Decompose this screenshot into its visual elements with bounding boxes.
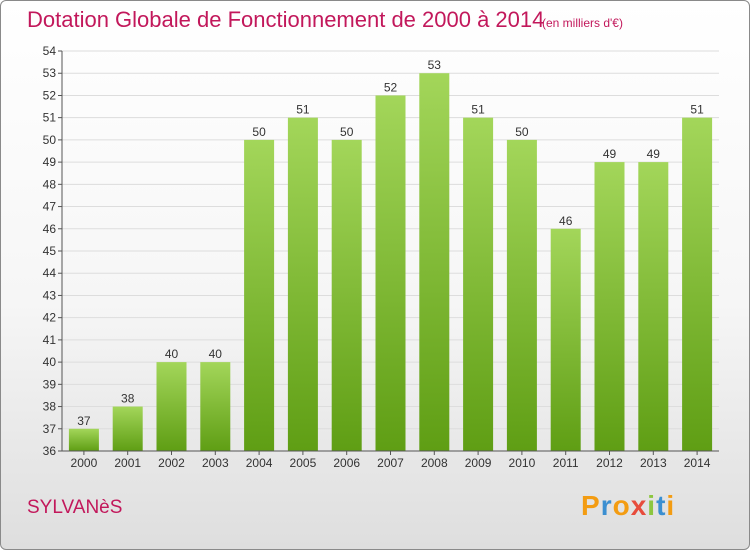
x-tick-label: 2000: [71, 456, 98, 470]
y-tick-label: 48: [43, 177, 57, 191]
bar-2002: [156, 362, 187, 451]
logo-letter: t: [656, 490, 667, 521]
value-label: 50: [515, 125, 529, 139]
value-label: 51: [296, 103, 310, 117]
y-tick-label: 38: [43, 400, 57, 414]
logo-letter: r: [600, 490, 613, 521]
y-tick-label: 37: [43, 422, 57, 436]
x-tick-label: 2005: [290, 456, 317, 470]
bar-2012: [594, 162, 625, 451]
value-label: 52: [384, 80, 398, 94]
value-label: 49: [647, 147, 661, 161]
y-tick-label: 46: [43, 222, 57, 236]
logo-letter: o: [612, 490, 631, 521]
y-tick-label: 39: [43, 377, 57, 391]
logo-letter: i: [647, 490, 657, 521]
bar-2008: [419, 73, 450, 451]
bar-2005: [287, 117, 318, 452]
bar-2010: [506, 139, 537, 451]
x-tick-label: 2010: [509, 456, 536, 470]
y-tick-label: 50: [43, 133, 57, 147]
y-tick-label: 40: [43, 355, 57, 369]
x-tick-label: 2008: [421, 456, 448, 470]
x-tick-label: 2014: [684, 456, 711, 470]
logo-letter: i: [666, 490, 676, 521]
y-tick-label: 43: [43, 288, 57, 302]
value-label: 50: [340, 125, 354, 139]
bar-2007: [375, 95, 406, 451]
value-label: 53: [428, 58, 442, 72]
x-tick-label: 2007: [377, 456, 404, 470]
x-tick-label: 2001: [114, 456, 141, 470]
chart-subtitle: (en milliers d'€): [542, 16, 623, 30]
bars: 37 38 40 40 50 51 50 52 53 51 50 46 49 49 51: [68, 58, 713, 452]
axes: 36 37 38 39 40 41 42 43 44 45 46 47 48 49 50 51 52 53 54 20…: [43, 44, 719, 470]
proxiti-logo: Proxiti: [581, 490, 675, 522]
x-tick-label: 2006: [333, 456, 360, 470]
x-tick-label: 2012: [596, 456, 623, 470]
bar-2011: [550, 228, 581, 451]
x-tick-label: 2013: [640, 456, 667, 470]
y-tick-label: 36: [43, 444, 57, 458]
x-tick-label: 2003: [202, 456, 229, 470]
y-tick-label: 47: [43, 200, 57, 214]
y-tick-label: 51: [43, 111, 57, 125]
chart-title: Dotation Globale de Fonctionnement de 20…: [27, 7, 545, 32]
bar-2014: [682, 117, 713, 452]
value-label: 46: [559, 214, 573, 228]
bar-2004: [244, 139, 275, 451]
x-tick-label: 2009: [465, 456, 492, 470]
value-label: 37: [77, 414, 91, 428]
logo-letter: P: [581, 490, 601, 521]
y-tick-label: 52: [43, 88, 57, 102]
y-tick-label: 54: [43, 44, 57, 58]
y-tick-label: 49: [43, 155, 57, 169]
x-tick-label: 2011: [553, 456, 579, 470]
value-label: 40: [165, 347, 179, 361]
bar-2001: [112, 406, 143, 451]
y-tick-label: 41: [43, 333, 57, 347]
value-label: 50: [252, 125, 266, 139]
value-label: 40: [209, 347, 223, 361]
y-tick-label: 45: [43, 244, 57, 258]
value-label: 38: [121, 392, 135, 406]
x-tick-label: 2004: [246, 456, 273, 470]
logo-letter: x: [630, 490, 648, 521]
bar-2013: [638, 162, 669, 451]
bar-2000: [68, 428, 99, 451]
bar-2003: [200, 362, 231, 451]
y-tick-label: 42: [43, 311, 57, 325]
y-tick-label: 44: [43, 266, 57, 280]
bar-2006: [331, 139, 362, 451]
value-label: 49: [603, 147, 617, 161]
value-label: 51: [690, 103, 704, 117]
commune-name: SYLVANèS: [27, 497, 123, 518]
x-tick-label: 2002: [158, 456, 185, 470]
value-label: 51: [471, 103, 485, 117]
bar-2009: [463, 117, 494, 452]
y-tick-label: 53: [43, 66, 57, 80]
